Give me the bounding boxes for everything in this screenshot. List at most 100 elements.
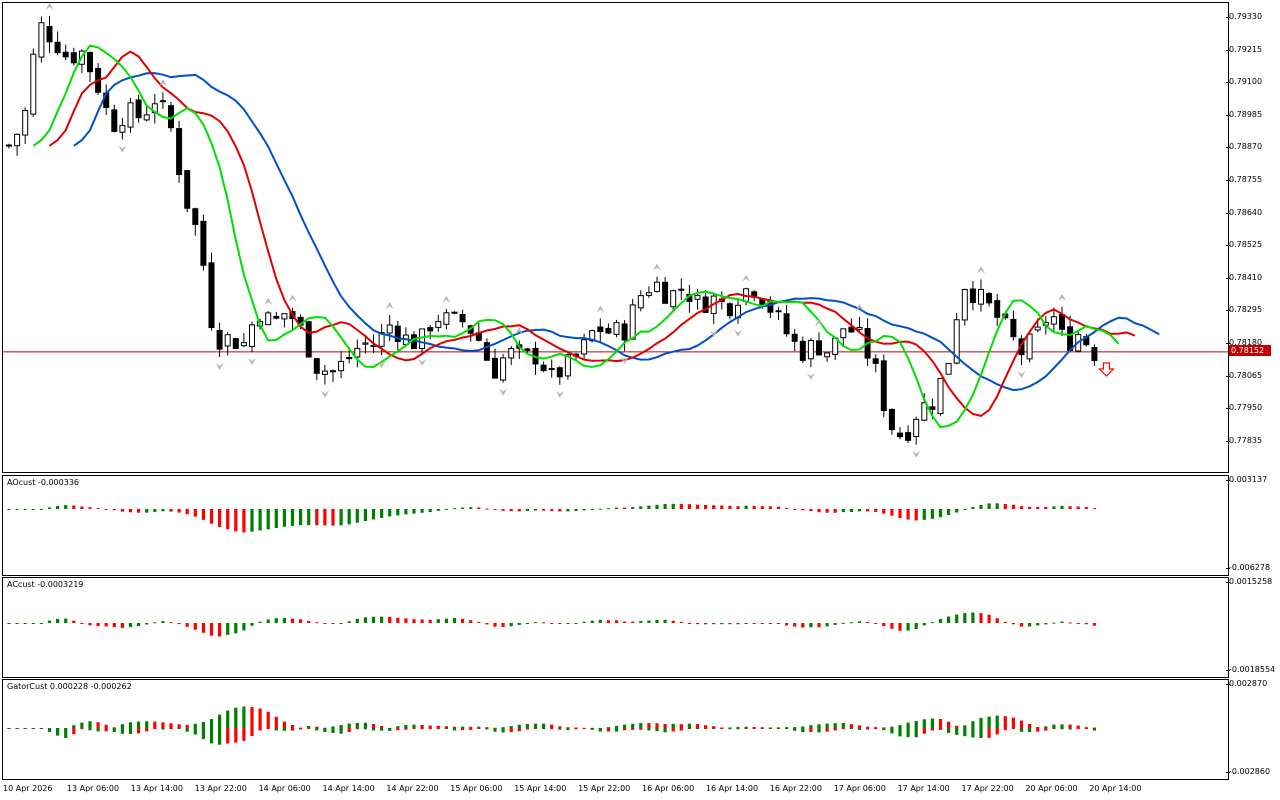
candle [394, 320, 401, 353]
gator-lower-bar [469, 728, 473, 730]
price-axis-tick: 0.79215 [1225, 44, 1263, 54]
ao-bar [477, 507, 481, 509]
candle-body [435, 321, 442, 328]
fractal-down-arrow [620, 357, 629, 365]
gator-lower-bar [598, 728, 602, 732]
candle-body [662, 281, 669, 304]
ac-indicator-pane[interactable]: ACcust -0.0003219 [2, 577, 1229, 678]
gator-lower-bar [104, 728, 108, 732]
ac-bar [185, 623, 189, 627]
candle-body [459, 314, 466, 323]
candle [224, 332, 231, 356]
ao-bar [687, 504, 691, 509]
ac-bar [857, 621, 862, 623]
ao-bar [112, 509, 116, 511]
gator-upper-bar [209, 719, 214, 728]
ac-bar [776, 623, 781, 624]
candle [1010, 310, 1017, 341]
candle-body [694, 294, 701, 300]
ao-bar [15, 509, 19, 510]
gator-lower-bar [752, 728, 756, 729]
ao-bar [315, 509, 319, 526]
gator-upper-bar [744, 726, 748, 728]
ao-bar [590, 509, 594, 510]
candle-body [249, 324, 255, 347]
gator-lower-bar [363, 728, 367, 730]
candle-body [346, 356, 353, 360]
ao-bar [412, 509, 416, 514]
gator-upper-bar [663, 723, 667, 728]
candle-body [240, 342, 247, 347]
ac-bar [647, 620, 651, 623]
gator-upper-bar [80, 722, 84, 728]
candle-body [816, 340, 822, 356]
gator-upper-bar [655, 723, 659, 728]
gator-lower-bar [590, 728, 594, 730]
candle-body [905, 432, 912, 441]
ao-bar [137, 509, 141, 513]
candle-body [540, 364, 547, 372]
ao-bar [47, 507, 52, 509]
gator-lower-bar [776, 728, 781, 729]
ac-bar [428, 619, 432, 623]
time-axis-label: 15 Apr 22:00 [578, 784, 631, 793]
fractal-down-arrow [320, 390, 329, 398]
price-axis-tick: 0.79330 [1225, 12, 1263, 21]
ac-bar [558, 623, 562, 625]
gator-lower-bar [80, 728, 84, 730]
gator-lower-bar [882, 728, 886, 731]
gator-upper-bar [290, 724, 295, 728]
gator-lower-bar [452, 728, 457, 731]
candle [710, 292, 717, 325]
gator-upper-bar [736, 726, 740, 728]
ac-bar [631, 621, 635, 623]
ac-bar [169, 622, 173, 624]
candle [508, 345, 515, 366]
gator-lower-bar [550, 728, 554, 729]
ao-bar [566, 509, 570, 512]
candle [670, 289, 677, 311]
fractal-up-arrow [855, 303, 864, 311]
fractal-down-arrow [912, 450, 921, 458]
candle [30, 48, 37, 117]
gator-lower-bar [525, 728, 529, 730]
gator-lower-bar [274, 728, 278, 731]
candle-body [321, 370, 328, 375]
candle [897, 427, 903, 440]
ao-bar [363, 509, 367, 521]
time-axis: 10 Apr 2026 13 Apr 06:00 13 Apr 14:00 13 Ap… [0, 780, 1280, 800]
gator-lower-bar [849, 728, 853, 729]
gator-upper-bar [153, 721, 157, 728]
price-axis-tick: 0.78525 [1225, 240, 1263, 250]
sell-signal-arrow [1097, 362, 1115, 377]
gator-lower-bar [1028, 728, 1032, 733]
gator-lower-bar [801, 728, 805, 733]
gator-lower-bar [242, 728, 246, 741]
gator-lower-bar [1019, 728, 1024, 732]
gator-indicator-pane[interactable]: GatorCust 0.000228 -0.000262 [2, 679, 1229, 780]
gator-upper-bar [1019, 720, 1024, 728]
fractal-down-arrow [1017, 371, 1026, 379]
candle [492, 348, 498, 379]
candle-body [216, 330, 223, 350]
time-axis-label: 14 Apr 06:00 [258, 784, 311, 793]
candle [1050, 307, 1057, 333]
ao-bar [153, 509, 157, 512]
gator-upper-bar [631, 723, 635, 728]
candle-body [265, 312, 272, 326]
gator-upper-bar [614, 725, 619, 728]
candle [313, 358, 320, 381]
ao-bar [631, 507, 635, 509]
ac-bar [380, 616, 384, 623]
candle [216, 322, 223, 358]
price-chart-pane[interactable] [2, 2, 1229, 473]
candle-body [848, 326, 855, 333]
ac-bar [226, 623, 230, 635]
ac-bar [1068, 622, 1072, 624]
gator-upper-bar [566, 727, 570, 729]
ao-indicator-pane[interactable]: AOcust -0.000336 [2, 475, 1229, 576]
gator-lower-bar [201, 728, 205, 740]
ac-bar [728, 623, 732, 625]
gator-upper-bar [452, 726, 457, 728]
fractal-up-arrow [596, 305, 605, 313]
